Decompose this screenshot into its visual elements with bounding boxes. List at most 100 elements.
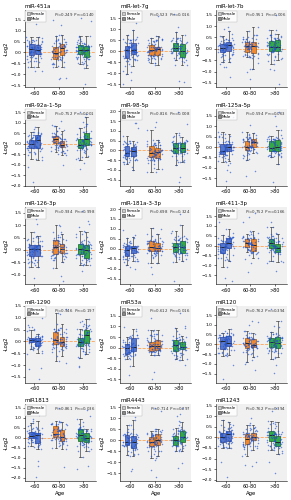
- Point: [28, 57, 33, 65]
- Point: [56, 42, 61, 50]
- Point: [155, 248, 159, 256]
- Point: [182, 147, 187, 155]
- Point: [184, 56, 189, 64]
- Point: [249, 446, 253, 454]
- Point: [273, 44, 278, 52]
- Point: [251, 38, 255, 46]
- Point: [250, 356, 255, 364]
- Point: [27, 439, 31, 447]
- Point: [228, 58, 233, 66]
- Point: [31, 138, 36, 145]
- Point: [216, 240, 221, 248]
- Point: [36, 332, 40, 340]
- Point: [223, 145, 227, 153]
- Point: [266, 346, 271, 354]
- Point: [74, 146, 79, 154]
- Point: [82, 434, 86, 442]
- Point: [131, 346, 135, 354]
- Point: [83, 80, 87, 88]
- Point: [272, 147, 277, 155]
- Point: [177, 342, 182, 350]
- Point: [184, 48, 189, 56]
- Point: [271, 146, 276, 154]
- Point: [152, 246, 157, 254]
- Point: [182, 252, 187, 260]
- Point: [149, 443, 154, 451]
- Point: [80, 340, 84, 347]
- Point: [176, 421, 181, 429]
- Point: [225, 349, 229, 357]
- Point: [175, 442, 180, 450]
- Point: [151, 430, 155, 438]
- Point: [159, 433, 164, 441]
- Point: [85, 242, 89, 250]
- Point: [153, 236, 157, 244]
- Point: [37, 134, 42, 142]
- Point: [38, 232, 42, 240]
- Point: [58, 54, 62, 62]
- Point: [172, 148, 177, 156]
- Point: [266, 39, 270, 47]
- Point: [274, 342, 278, 349]
- Point: [60, 142, 65, 150]
- Point: [127, 241, 131, 249]
- PathPatch shape: [60, 44, 64, 55]
- Point: [269, 147, 274, 155]
- Point: [28, 148, 32, 156]
- Point: [124, 440, 128, 448]
- PathPatch shape: [220, 44, 225, 52]
- Point: [157, 147, 162, 155]
- Point: [144, 429, 149, 437]
- Point: [132, 47, 136, 55]
- Point: [128, 137, 132, 145]
- Point: [149, 342, 154, 349]
- Point: [247, 231, 251, 239]
- Point: [253, 42, 258, 50]
- Point: [61, 52, 66, 60]
- PathPatch shape: [29, 245, 34, 256]
- Point: [181, 258, 186, 266]
- Point: [135, 334, 140, 342]
- Point: [173, 62, 178, 70]
- Point: [51, 234, 56, 242]
- Point: [84, 338, 89, 346]
- Point: [87, 446, 91, 454]
- Point: [58, 74, 63, 82]
- Point: [219, 430, 223, 438]
- Point: [158, 155, 162, 163]
- Point: [77, 426, 81, 434]
- Point: [60, 138, 64, 145]
- Point: [240, 348, 245, 356]
- Point: [58, 418, 63, 426]
- Point: [279, 334, 284, 342]
- Point: [79, 344, 84, 352]
- Point: [172, 350, 177, 358]
- PathPatch shape: [155, 46, 160, 56]
- Point: [221, 443, 225, 451]
- Point: [34, 242, 39, 250]
- Point: [181, 350, 186, 358]
- Point: [279, 33, 284, 41]
- Point: [126, 352, 131, 360]
- Point: [277, 150, 281, 158]
- Point: [136, 450, 140, 458]
- Point: [50, 16, 55, 24]
- Point: [177, 250, 181, 258]
- Point: [178, 418, 182, 426]
- Point: [85, 246, 90, 254]
- Point: [175, 442, 179, 450]
- Point: [152, 146, 157, 154]
- Point: [274, 332, 279, 340]
- Point: [125, 428, 130, 436]
- Point: [29, 42, 34, 50]
- Point: [50, 136, 55, 143]
- Point: [225, 428, 230, 436]
- Point: [60, 336, 64, 344]
- Point: [226, 36, 230, 44]
- Point: [37, 432, 41, 440]
- Point: [151, 142, 155, 150]
- PathPatch shape: [78, 338, 83, 346]
- Point: [33, 54, 38, 62]
- Point: [33, 68, 37, 76]
- Point: [53, 430, 58, 438]
